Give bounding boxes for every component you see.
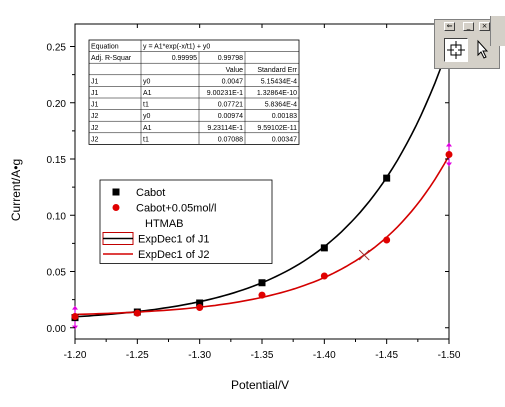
data-reader-icon[interactable] [444, 38, 468, 62]
table-background [88, 39, 300, 145]
table-cell: 0.00347 [272, 136, 297, 143]
data-reader-cursor [358, 249, 370, 261]
y-tick-label: 0.05 [47, 268, 67, 279]
y-axis-title: Current/A•g [9, 159, 23, 221]
table-cell: J1 [91, 102, 99, 109]
table-cell: J1 [91, 78, 99, 85]
fit-results-table: Equation y = A1*exp(-x/t1) + y0 Adj. R-Squ… [88, 39, 300, 145]
table-cell: Equation [91, 44, 119, 51]
table-cell: 0.07088 [218, 136, 243, 143]
point-cabot-htmab [258, 291, 266, 299]
table-cell: 9.23114E-1 [207, 125, 243, 132]
x-axis-ticks: -1.20 -1.25 -1.30 -1.35 -1.40 -1.45 -1.50 [64, 24, 461, 361]
legend-label: ExpDec1 of J1 [138, 234, 210, 246]
legend-symbol-circle [112, 204, 120, 211]
y-axis-ticks: 0.00 0.05 0.10 0.15 0.20 0.25 [47, 43, 449, 335]
y-tick-label: 0.20 [47, 99, 67, 110]
table-cell: 0.00183 [272, 113, 297, 120]
point-cabot-htmab [445, 151, 453, 158]
point-cabot [258, 279, 266, 287]
table-cell: y0 [143, 113, 151, 120]
point-cabot-htmab [71, 313, 79, 320]
point-cabot-htmab [196, 304, 204, 311]
legend-label: HTMAB [145, 218, 184, 230]
x-tick-label: -1.45 [375, 350, 398, 361]
y-tick-label: 0.15 [47, 155, 67, 166]
table-cell: 0.00974 [218, 113, 243, 120]
error-arrow-up [446, 142, 452, 147]
y-tick-label: 0.00 [47, 324, 67, 335]
x-axis-title: Potential/V [231, 378, 289, 392]
table-cell: Value [226, 67, 243, 74]
table-cell: 9.59102E-11 [257, 125, 297, 132]
table-cell: Standard Err [257, 67, 297, 74]
cursor-line-b [358, 249, 370, 261]
table-cell: 0.99798 [218, 55, 243, 62]
pointer-arrow-icon[interactable] [471, 38, 495, 62]
point-cabot [383, 174, 391, 182]
point-cabot-htmab [320, 272, 328, 280]
table-cell: J2 [91, 113, 99, 120]
window-edge-panel [490, 16, 505, 46]
x-tick-label: -1.25 [126, 350, 149, 361]
close-icon[interactable]: × [479, 22, 490, 31]
x-tick-label: -1.35 [251, 350, 274, 361]
minimize-icon[interactable]: _ [463, 22, 474, 31]
table-cell: y0 [143, 78, 151, 85]
legend-symbol-square [112, 188, 120, 196]
table-cell: J2 [91, 136, 99, 143]
point-cabot [196, 299, 204, 307]
table-cell: 9.00231E-1 [207, 90, 243, 97]
legend-label: Cabot [136, 187, 165, 199]
table-cell: 0.07721 [218, 102, 243, 109]
table-cell: J1 [91, 90, 99, 97]
point-cabot [320, 244, 328, 252]
table-cell: 0.0047 [222, 78, 244, 85]
table-cell: 5.15434E-4 [261, 78, 297, 85]
toolbar-title-bar[interactable]: ⇐ _ × [435, 20, 499, 33]
point-cabot-htmab [383, 236, 391, 244]
x-tick-label: -1.30 [188, 350, 211, 361]
table-cell: t1 [143, 102, 149, 109]
x-tick-label: -1.50 [438, 350, 461, 361]
table-cell: A1 [143, 90, 152, 97]
table-cell: t1 [143, 136, 149, 143]
legend-box [99, 179, 273, 264]
legend-label: ExpDec1 of J2 [138, 249, 210, 261]
error-arrow-down [446, 162, 452, 167]
table-cell: 5.8364E-4 [265, 102, 297, 109]
legend: Cabot Cabot+0.05mol/l HTMAB ExpDec1 of J1 Ex… [99, 179, 273, 264]
legend-label: Cabot+0.05mol/l [136, 203, 216, 215]
x-tick-label: -1.20 [64, 350, 87, 361]
table-cell: Adj. R-Squar [91, 55, 132, 62]
y-tick-label: 0.25 [47, 43, 67, 54]
table-cell: J2 [91, 125, 99, 132]
error-arrow-up [72, 305, 78, 310]
point-cabot-htmab [133, 309, 141, 317]
table-cell: y = A1*exp(-x/t1) + y0 [143, 44, 210, 51]
table-cell: 0.99995 [172, 55, 197, 62]
table-cell: A1 [143, 125, 152, 132]
data-points [71, 41, 453, 322]
table-cell: 1.32864E-10 [257, 90, 297, 97]
pin-icon[interactable]: ⇐ [444, 22, 455, 31]
x-tick-label: -1.40 [313, 350, 336, 361]
tools-toolbar[interactable]: ⇐ _ × [434, 19, 500, 69]
y-tick-label: 0.10 [47, 211, 67, 222]
